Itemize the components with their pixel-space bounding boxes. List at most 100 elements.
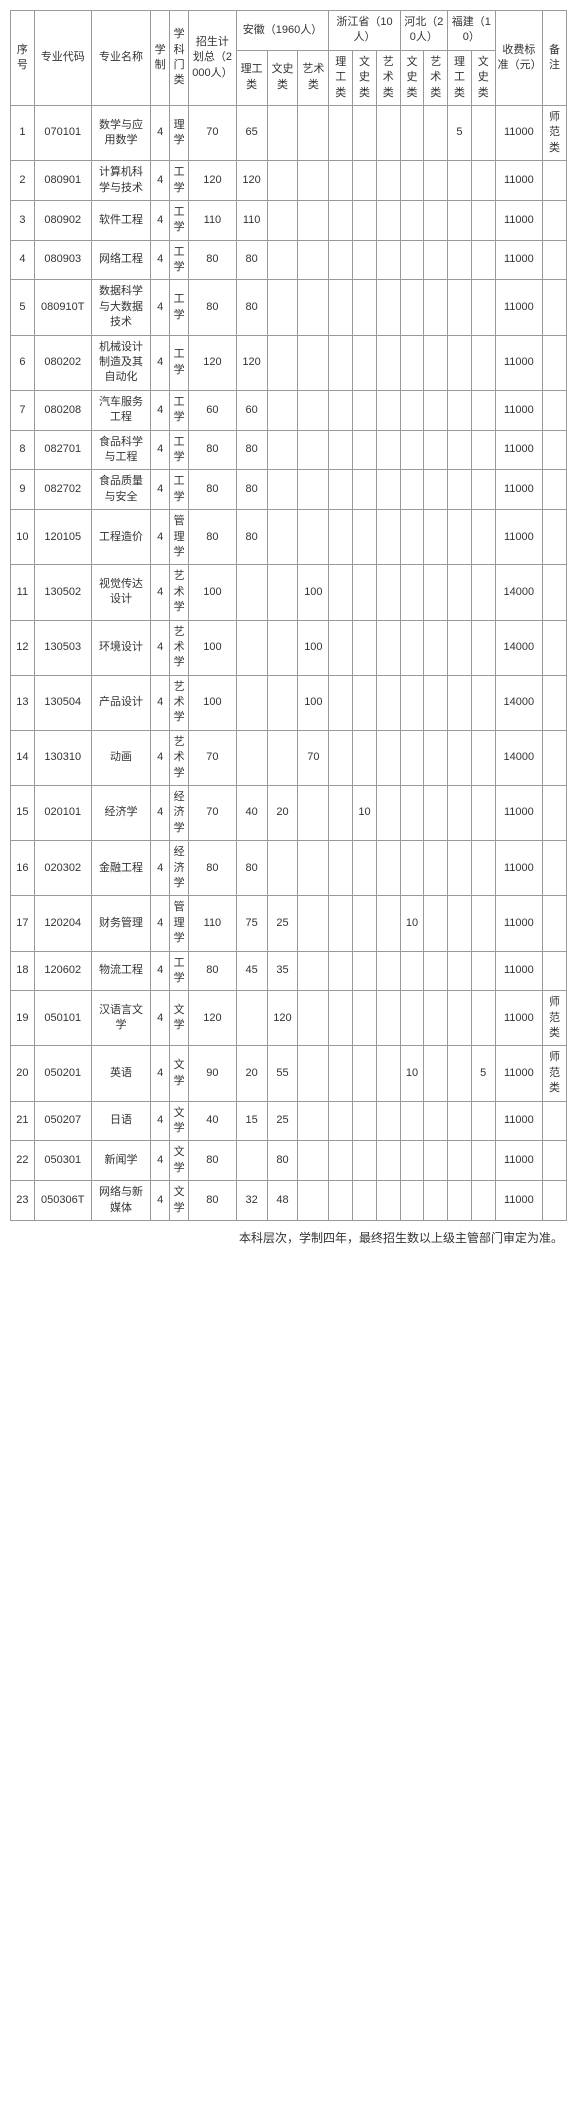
cell-code: 120204	[34, 896, 91, 951]
cell-code: 070101	[34, 105, 91, 160]
cell-ah_s: 15	[236, 1101, 267, 1141]
cell-fj_s	[448, 390, 472, 430]
cell-zj_l	[353, 896, 377, 951]
cell-tot: 80	[189, 1141, 237, 1181]
cell-zj_s	[329, 1046, 353, 1101]
cell-code: 130504	[34, 675, 91, 730]
cell-ah_s: 20	[236, 1046, 267, 1101]
cell-ah_a	[298, 200, 329, 240]
cell-n: 2	[11, 161, 35, 201]
cell-fee: 14000	[495, 675, 543, 730]
cell-ah_a	[298, 991, 329, 1046]
cell-hb_a	[424, 841, 448, 896]
cell-zj_l	[353, 510, 377, 565]
cell-zj_a	[376, 675, 400, 730]
cell-zj_l	[353, 675, 377, 730]
cell-tot: 80	[189, 510, 237, 565]
cell-hb_a	[424, 730, 448, 785]
cell-y: 4	[151, 1101, 170, 1141]
cell-ah_s: 80	[236, 510, 267, 565]
cell-ah_a	[298, 841, 329, 896]
cell-name: 财务管理	[91, 896, 150, 951]
cell-hb_l	[400, 430, 424, 470]
cell-name: 新闻学	[91, 1141, 150, 1181]
cell-ah_a	[298, 1181, 329, 1221]
cell-fee: 11000	[495, 390, 543, 430]
col-total: 招生计划总（2000人）	[189, 11, 237, 106]
sub-hb-lit: 文史类	[400, 50, 424, 105]
cell-code: 080902	[34, 200, 91, 240]
cell-code: 050207	[34, 1101, 91, 1141]
cell-hb_a	[424, 991, 448, 1046]
cell-note	[543, 841, 567, 896]
cell-ah_l	[267, 280, 298, 335]
cell-hb_a	[424, 1141, 448, 1181]
table-row: 3080902软件工程4工学11011011000	[11, 200, 567, 240]
cell-fj_l	[471, 470, 495, 510]
cell-y: 4	[151, 161, 170, 201]
cell-hb_l	[400, 565, 424, 620]
cell-n: 19	[11, 991, 35, 1046]
cell-fj_s	[448, 1181, 472, 1221]
table-row: 14130310动画4艺术学707014000	[11, 730, 567, 785]
cell-fj_l	[471, 620, 495, 675]
cell-zj_s	[329, 991, 353, 1046]
cell-fee: 14000	[495, 620, 543, 675]
cell-fj_l	[471, 280, 495, 335]
cell-zj_a	[376, 390, 400, 430]
cell-n: 5	[11, 280, 35, 335]
cell-ah_l: 48	[267, 1181, 298, 1221]
cell-zj_l	[353, 1101, 377, 1141]
cell-y: 4	[151, 675, 170, 730]
col-fujian: 福建（10）	[448, 11, 496, 51]
cell-hb_l: 10	[400, 1046, 424, 1101]
cell-fj_s	[448, 786, 472, 841]
footnote: 本科层次，学制四年，最终招生数以上级主管部门审定为准。	[10, 1221, 567, 1254]
cell-cat: 文学	[170, 1181, 189, 1221]
table-row: 22050301新闻学4文学808011000	[11, 1141, 567, 1181]
cell-zj_a	[376, 841, 400, 896]
cell-fj_s: 5	[448, 105, 472, 160]
cell-note	[543, 240, 567, 280]
cell-fj_s	[448, 280, 472, 335]
cell-n: 10	[11, 510, 35, 565]
cell-cat: 工学	[170, 335, 189, 390]
cell-fj_s	[448, 430, 472, 470]
cell-code: 120602	[34, 951, 91, 991]
cell-hb_l	[400, 280, 424, 335]
cell-fj_s	[448, 620, 472, 675]
cell-cat: 管理学	[170, 510, 189, 565]
cell-zj_a	[376, 430, 400, 470]
cell-cat: 工学	[170, 470, 189, 510]
cell-ah_l	[267, 510, 298, 565]
cell-ah_a	[298, 240, 329, 280]
cell-ah_l: 80	[267, 1141, 298, 1181]
cell-ah_s: 80	[236, 470, 267, 510]
cell-fee: 11000	[495, 200, 543, 240]
sub-ah-lit: 文史类	[267, 50, 298, 105]
cell-zj_l	[353, 390, 377, 430]
cell-cat: 文学	[170, 991, 189, 1046]
cell-ah_s: 65	[236, 105, 267, 160]
cell-zj_l	[353, 620, 377, 675]
cell-zj_l	[353, 280, 377, 335]
table-row: 7080208汽车服务工程4工学606011000	[11, 390, 567, 430]
cell-zj_l	[353, 1181, 377, 1221]
cell-zj_s	[329, 841, 353, 896]
cell-ah_l: 25	[267, 896, 298, 951]
cell-tot: 120	[189, 161, 237, 201]
cell-ah_l	[267, 730, 298, 785]
cell-ah_s: 32	[236, 1181, 267, 1221]
table-row: 20050201英语4文学90205510511000师范类	[11, 1046, 567, 1101]
sub-fj-lit: 文史类	[471, 50, 495, 105]
cell-tot: 110	[189, 200, 237, 240]
cell-ah_l: 120	[267, 991, 298, 1046]
cell-zj_s	[329, 620, 353, 675]
cell-tot: 90	[189, 1046, 237, 1101]
cell-hb_l	[400, 335, 424, 390]
cell-hb_a	[424, 390, 448, 430]
cell-n: 17	[11, 896, 35, 951]
cell-tot: 70	[189, 730, 237, 785]
table-row: 12130503环境设计4艺术学10010014000	[11, 620, 567, 675]
cell-ah_s: 120	[236, 161, 267, 201]
